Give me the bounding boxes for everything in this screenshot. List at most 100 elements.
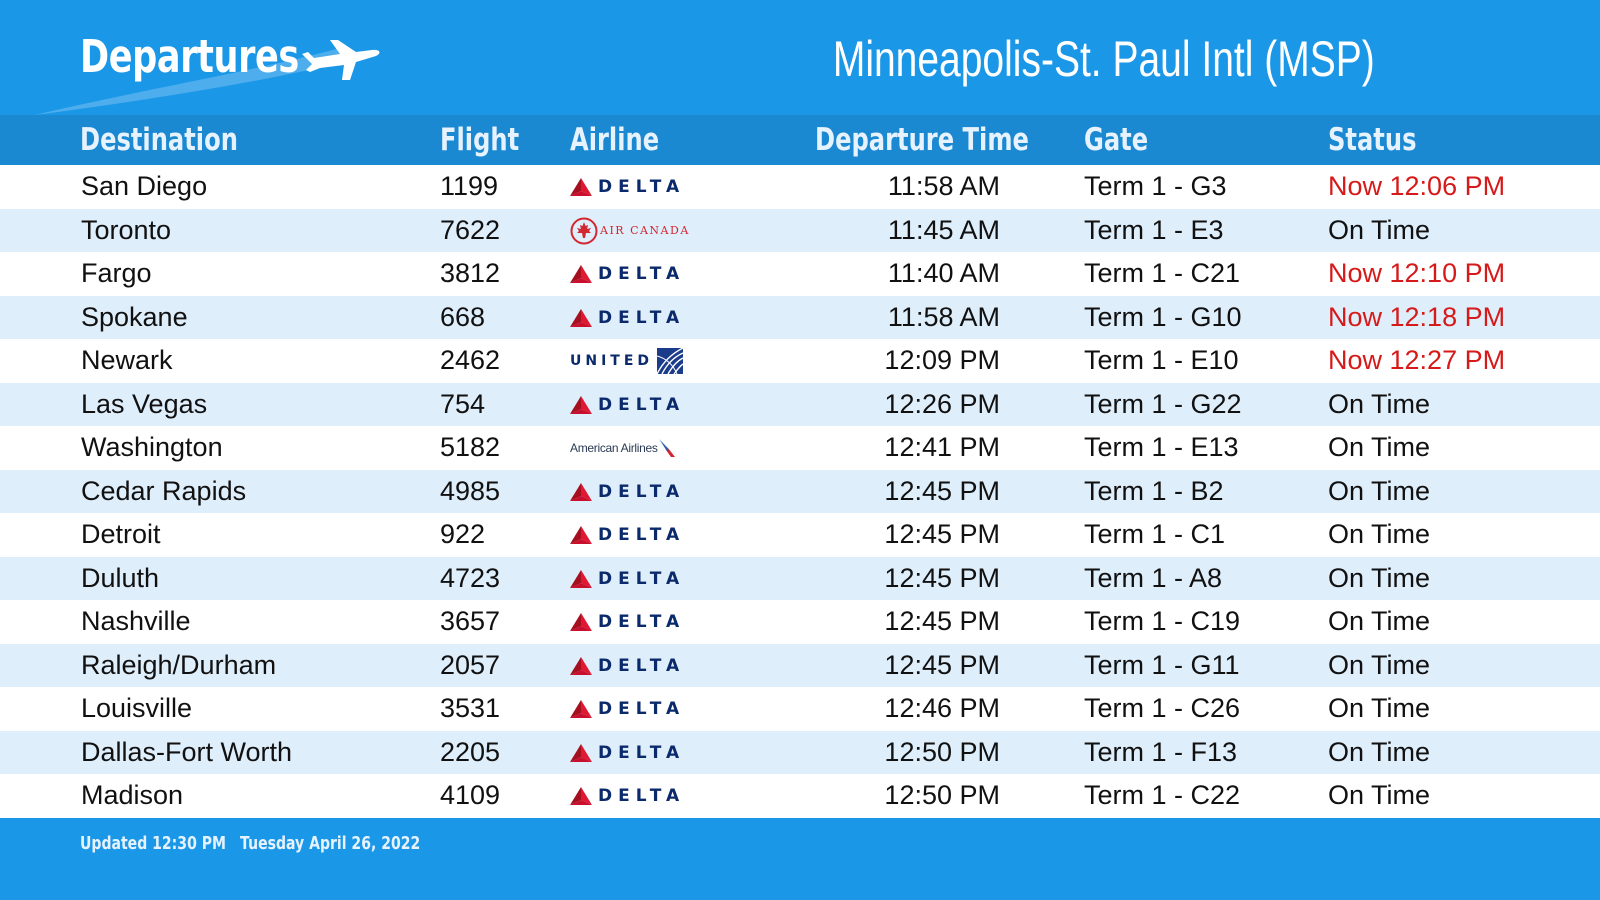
gate-cell: Term 1 - B2 [1084, 475, 1224, 506]
united-logo: UNITED [570, 347, 684, 375]
table-row: Washington 5182 American Airlines 12:41 P… [0, 426, 1600, 470]
airport-name: Minneapolis-St. Paul Intl (MSP) [833, 31, 1375, 87]
footer-bar: Updated 12:30 PM Tuesday April 26, 2022 [0, 818, 1600, 900]
status-cell: On Time [1328, 432, 1431, 462]
column-header-flight: Flight [440, 122, 520, 158]
delta-widget-icon [570, 395, 592, 414]
flight-trail-graphic [35, 48, 345, 115]
delta-widget-icon [570, 700, 592, 718]
departure-time-cell: 11:58 AM [887, 171, 1000, 201]
destination-cell: Detroit [81, 519, 161, 549]
delta-logo: DELTA [570, 782, 685, 810]
departure-time-cell: 12:41 PM [884, 432, 1000, 462]
destination-cell: Toronto [81, 214, 172, 245]
departure-time-cell: 12:45 PM [884, 562, 1000, 593]
airline-cell: DELTA [570, 304, 685, 332]
departure-time-cell: 11:45 AM [887, 214, 1000, 245]
airline-cell: American Airlines [570, 434, 676, 462]
delta-widget-icon [570, 569, 592, 588]
delta-widget-icon [570, 178, 592, 196]
table-row: Newark 2462 UNITED 12:09 PM Term 1 - E10 No… [0, 339, 1600, 383]
header-bar: Departures Minneapolis-St. Paul Intl (MS… [0, 0, 1600, 115]
destination-cell: Spokane [81, 301, 188, 332]
flight-number-cell: 5182 [440, 432, 501, 462]
delta-logo: DELTA [570, 695, 685, 723]
airline-name: DELTA [598, 307, 686, 328]
column-header-destination: Destination [80, 122, 238, 158]
airline-cell: DELTA [570, 478, 685, 506]
table-row: Duluth 4723 DELTA 12:45 PM Term 1 - A8 On T… [0, 556, 1600, 600]
destination-cell: Louisville [81, 693, 193, 723]
airline-cell: DELTA [570, 695, 685, 723]
status-cell: On Time [1328, 736, 1431, 767]
gate-cell: Term 1 - E3 [1084, 214, 1224, 245]
airline-cell: DELTA [570, 652, 685, 680]
column-header-departure-time: Departure Time [815, 122, 1029, 158]
airline-cell: DELTA [570, 565, 685, 593]
maple-leaf-icon [570, 217, 598, 244]
flight-number-cell: 4985 [440, 475, 501, 506]
airline-cell: DELTA [570, 739, 685, 767]
destination-cell: San Diego [81, 171, 208, 201]
departure-time-cell: 12:46 PM [884, 693, 1000, 723]
airline-cell: DELTA [570, 391, 685, 419]
delta-widget-icon [570, 482, 592, 501]
gate-cell: Term 1 - E10 [1084, 345, 1239, 375]
status-cell: Now 12:18 PM [1328, 301, 1506, 332]
american-airlines-logo: American Airlines [570, 434, 676, 462]
status-cell: On Time [1328, 519, 1431, 549]
status-cell: On Time [1328, 562, 1431, 593]
table-row: Toronto 7622 AIR CANADA 11:45 AM Term 1 - … [0, 208, 1600, 252]
gate-cell: Term 1 - A8 [1084, 562, 1223, 593]
delta-logo: DELTA [570, 739, 685, 767]
destination-cell: Nashville [81, 606, 191, 636]
column-header-airline: Airline [570, 122, 660, 158]
flight-number-cell: 3657 [440, 606, 501, 636]
table-row: Spokane 668 DELTA 11:58 AM Term 1 - G10 Now… [0, 295, 1600, 339]
airline-name: DELTA [598, 742, 686, 763]
departure-time-cell: 12:50 PM [884, 780, 1000, 810]
flight-symbol-icon [658, 439, 675, 457]
airline-name: AIR CANADA [600, 224, 690, 237]
column-header-status: Status [1328, 122, 1417, 158]
flight-number-cell: 2057 [440, 649, 501, 680]
airline-cell: DELTA [570, 521, 685, 549]
destination-cell: Las Vegas [81, 388, 208, 419]
destination-cell: Newark [81, 345, 173, 375]
airline-name: DELTA [598, 525, 686, 545]
delta-widget-icon [570, 743, 592, 762]
gate-cell: Term 1 - C21 [1084, 258, 1241, 288]
airline-cell: DELTA [570, 260, 685, 288]
delta-widget-icon [570, 265, 592, 283]
airline-name: UNITED [570, 353, 654, 369]
status-cell: On Time [1328, 693, 1431, 723]
air-canada-logo: AIR CANADA [570, 217, 690, 245]
table-row: Raleigh/Durham 2057 DELTA 12:45 PM Term 1 … [0, 643, 1600, 687]
destination-cell: Cedar Rapids [81, 475, 247, 506]
gate-cell: Term 1 - G22 [1084, 388, 1242, 419]
status-cell: On Time [1328, 606, 1431, 636]
status-cell: Now 12:06 PM [1328, 171, 1506, 201]
airline-name: DELTA [598, 699, 686, 719]
airline-name: DELTA [598, 655, 686, 676]
delta-logo: DELTA [570, 565, 685, 593]
departure-time-cell: 11:40 AM [887, 258, 1000, 288]
airline-cell: DELTA [570, 608, 685, 636]
flight-number-cell: 4723 [440, 562, 501, 593]
destination-cell: Fargo [81, 258, 152, 288]
gate-cell: Term 1 - F13 [1084, 736, 1238, 767]
airline-name: DELTA [598, 786, 686, 806]
flight-number-cell: 668 [440, 301, 486, 332]
flight-number-cell: 754 [440, 388, 486, 419]
page-title: Departures [80, 30, 299, 83]
flight-number-cell: 922 [440, 519, 486, 549]
column-header-row: Destination Flight Airline Departure Tim… [0, 115, 1600, 165]
gate-cell: Term 1 - G11 [1084, 649, 1240, 680]
delta-logo: DELTA [570, 304, 685, 332]
globe-icon [657, 348, 684, 374]
gate-cell: Term 1 - C1 [1084, 519, 1226, 549]
status-cell: On Time [1328, 780, 1431, 810]
airplane-icon [302, 40, 380, 80]
gate-cell: Term 1 - G3 [1084, 171, 1227, 201]
status-cell: On Time [1328, 649, 1431, 680]
